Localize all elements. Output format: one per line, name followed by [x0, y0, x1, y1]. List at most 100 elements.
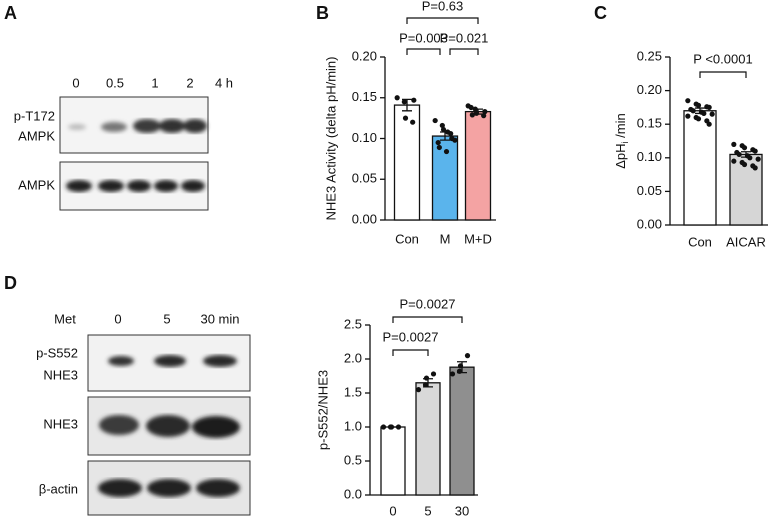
p-value: P=0.0027: [399, 296, 455, 311]
x-tick-label: 0: [389, 503, 396, 518]
y-tick-label: 0.10: [637, 149, 662, 164]
lane-label: 5: [163, 311, 170, 326]
x-tick-label: Con: [688, 234, 712, 249]
row-label: AMPK: [18, 128, 55, 143]
data-point: [443, 148, 450, 155]
data-point: [731, 141, 737, 147]
bar: [380, 426, 406, 496]
p-value: P=0.63: [422, 0, 464, 13]
data-point: [423, 375, 430, 381]
data-point: [415, 387, 422, 393]
lane-label: 1: [151, 75, 158, 90]
data-point: [755, 156, 761, 162]
data-point: [695, 102, 702, 108]
data-point: [457, 363, 464, 369]
blot-d: Met 0 5 30 min p-S552 NHE3 NHE3 β-actin: [36, 311, 251, 516]
y-tick-label: 0.10: [352, 130, 377, 145]
y-tick-label: 0.20: [637, 82, 662, 97]
data-point: [456, 368, 463, 374]
y-tick-label: 1.5: [344, 384, 362, 399]
data-point: [685, 98, 691, 104]
label-subscript: i: [620, 141, 630, 143]
p-value: P=0.003: [399, 30, 448, 45]
bar: [431, 135, 459, 221]
data-point: [445, 129, 451, 135]
bands: [99, 415, 240, 438]
data-point: [411, 97, 417, 103]
bar: [449, 366, 475, 496]
treatment-label: Met: [54, 311, 76, 326]
data-point: [706, 104, 712, 110]
y-tick-label: 0.00: [637, 216, 662, 231]
y-tick-label: 0.20: [352, 48, 377, 63]
significance-bracket: [699, 71, 747, 78]
bands: [108, 355, 237, 367]
data-point: [388, 424, 395, 430]
panel-letter: C: [594, 3, 607, 23]
y-tick-label: 0.5: [344, 452, 362, 467]
lane-label: 0.5: [106, 75, 124, 90]
x-tick-label: 30: [455, 503, 469, 518]
data-point: [709, 111, 715, 117]
y-tick-label: 1.0: [344, 418, 362, 433]
y-tick-label: 0.05: [637, 183, 662, 198]
bands: [98, 479, 240, 497]
significance-bracket: [406, 48, 441, 55]
bar: [683, 110, 717, 226]
y-tick-label: 0.05: [352, 171, 377, 186]
data-point: [736, 151, 742, 158]
bar: [464, 110, 492, 221]
data-point: [731, 158, 737, 164]
data-point: [430, 371, 437, 377]
data-point: [701, 110, 707, 117]
data-point: [380, 424, 387, 430]
data-point: [469, 112, 475, 118]
row-label: p-T172: [14, 108, 55, 123]
row-label: AMPK: [18, 177, 55, 192]
bar: [415, 382, 441, 496]
p-value: P <0.0001: [693, 51, 752, 66]
lane-label: 0: [114, 311, 121, 326]
data-point: [468, 104, 474, 111]
y-axis-label: NHE3 Activity (delta pH/min): [323, 57, 338, 221]
y-axis-label: ΔpHi /min: [613, 113, 630, 168]
significance-bracket: [406, 17, 479, 24]
data-point: [435, 139, 441, 146]
row-label: NHE3: [43, 367, 78, 382]
y-tick-label: 2.0: [344, 350, 362, 365]
data-point: [741, 161, 748, 168]
p-value: P=0.021: [440, 30, 489, 45]
data-point: [752, 165, 758, 171]
lane-label: 2: [186, 75, 193, 90]
data-point: [452, 137, 458, 143]
row-label: p-S552: [36, 345, 78, 360]
data-point: [482, 109, 488, 115]
significance-bracket: [392, 316, 463, 323]
data-point: [395, 424, 402, 430]
data-point: [440, 126, 447, 133]
label-part: ΔpH: [613, 143, 628, 168]
y-tick-label: 0.25: [637, 48, 662, 63]
y-tick-label: 2.5: [344, 316, 362, 331]
y-tick-label: 0.15: [637, 116, 662, 131]
data-point: [473, 110, 480, 116]
lane-label: 4 h: [215, 75, 233, 90]
data-point: [690, 108, 696, 114]
data-point: [706, 121, 712, 127]
p-value: P=0.0027: [382, 329, 438, 344]
x-tick-label: AICAR: [726, 234, 766, 249]
data-point: [741, 145, 748, 151]
data-point: [410, 119, 416, 125]
significance-bracket: [392, 349, 429, 356]
data-point: [752, 148, 758, 154]
data-point: [449, 371, 456, 377]
panel-letter: D: [4, 273, 17, 293]
panel-letter: B: [316, 3, 329, 23]
row-label: β-actin: [39, 481, 78, 496]
data-point: [436, 144, 442, 151]
x-tick-label: 5: [424, 503, 431, 518]
panel-letter: A: [4, 3, 17, 23]
x-tick-label: Con: [395, 231, 419, 246]
data-point: [402, 115, 409, 121]
